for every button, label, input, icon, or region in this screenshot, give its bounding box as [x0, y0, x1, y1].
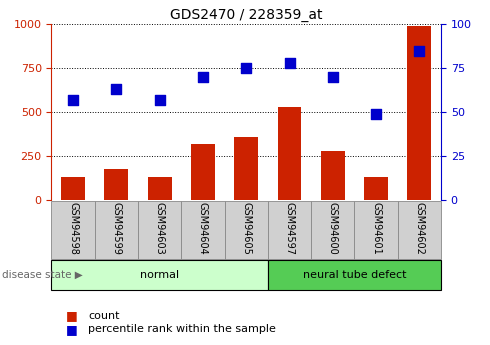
Bar [104, 169, 128, 200]
Text: GSM94605: GSM94605 [241, 202, 251, 255]
Bar [278, 107, 301, 200]
Bar [224, 201, 268, 259]
Point [156, 97, 164, 102]
Text: ■: ■ [66, 309, 78, 322]
Bar [398, 201, 441, 259]
Bar [138, 201, 181, 259]
Bar [181, 201, 224, 259]
Text: normal: normal [140, 270, 179, 280]
Point [112, 87, 120, 92]
Bar [321, 151, 344, 200]
Bar [51, 260, 268, 290]
Text: GSM94604: GSM94604 [198, 202, 208, 255]
Bar [268, 201, 311, 259]
Title: GDS2470 / 228359_at: GDS2470 / 228359_at [170, 8, 322, 22]
Text: GSM94602: GSM94602 [415, 202, 424, 255]
Point [286, 60, 294, 66]
Text: GSM94597: GSM94597 [285, 202, 294, 255]
Text: disease state ▶: disease state ▶ [2, 270, 83, 280]
Bar [191, 144, 215, 200]
Text: neural tube defect: neural tube defect [303, 270, 406, 280]
Point [199, 74, 207, 80]
Bar [95, 201, 138, 259]
Point [69, 97, 77, 102]
Text: GSM94598: GSM94598 [68, 202, 78, 255]
Point [242, 66, 250, 71]
Text: GSM94603: GSM94603 [155, 202, 165, 255]
Text: count: count [88, 311, 120, 321]
Point [329, 74, 337, 80]
Text: ■: ■ [66, 323, 78, 336]
Text: GSM94599: GSM94599 [111, 202, 122, 255]
Bar [311, 201, 354, 259]
Bar [408, 26, 431, 200]
Bar [234, 137, 258, 200]
Bar [148, 177, 171, 200]
Point [372, 111, 380, 117]
Bar [51, 201, 95, 259]
Bar [61, 177, 85, 200]
Point [416, 48, 423, 53]
Text: GSM94600: GSM94600 [328, 202, 338, 255]
Bar [364, 177, 388, 200]
Bar [268, 260, 441, 290]
Text: GSM94601: GSM94601 [371, 202, 381, 255]
Text: percentile rank within the sample: percentile rank within the sample [88, 325, 276, 334]
Bar [354, 201, 398, 259]
